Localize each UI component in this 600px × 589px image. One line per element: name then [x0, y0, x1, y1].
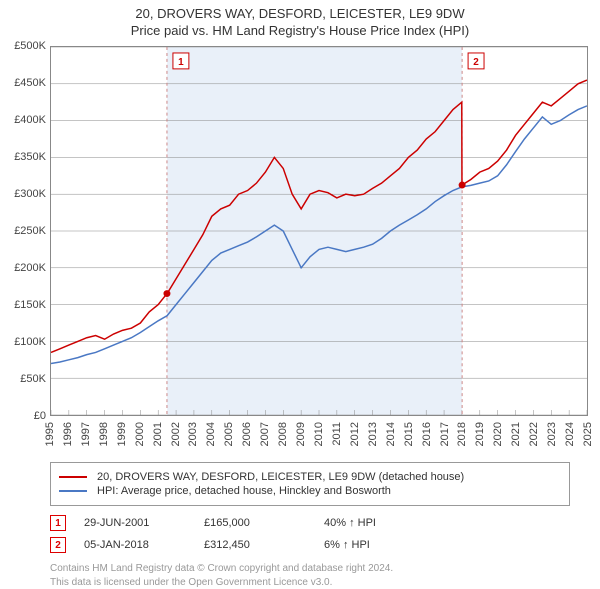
- legend-label: HPI: Average price, detached house, Hinc…: [97, 485, 391, 497]
- x-tick-label: 2014: [385, 422, 397, 446]
- y-tick-label: £250K: [14, 225, 46, 237]
- footer-line-2: This data is licensed under the Open Gov…: [50, 576, 570, 589]
- y-tick-label: £300K: [14, 188, 46, 200]
- x-tick-label: 2017: [439, 422, 451, 446]
- sale-marker-badge: 2: [50, 537, 66, 553]
- y-axis-labels: £0£50K£100K£150K£200K£250K£300K£350K£400…: [0, 46, 46, 416]
- x-tick-label: 2018: [456, 422, 468, 446]
- sales-table: 1 29-JUN-2001£165,00040% ↑ HPI 2 05-JAN-201…: [50, 512, 570, 556]
- footer: Contains HM Land Registry data © Crown c…: [50, 562, 570, 589]
- plot-svg: 12: [51, 47, 587, 415]
- y-tick-label: £500K: [14, 40, 46, 52]
- y-tick-label: £450K: [14, 77, 46, 89]
- x-tick-label: 2008: [277, 422, 289, 446]
- x-tick-label: 1996: [62, 422, 74, 446]
- y-tick-label: £50K: [20, 373, 46, 385]
- title-line-1: 20, DROVERS WAY, DESFORD, LEICESTER, LE9…: [0, 6, 600, 21]
- footer-line-1: Contains HM Land Registry data © Crown c…: [50, 562, 570, 576]
- x-tick-label: 2023: [546, 422, 558, 446]
- sale-row: 1 29-JUN-2001£165,00040% ↑ HPI: [50, 512, 570, 534]
- legend-label: 20, DROVERS WAY, DESFORD, LEICESTER, LE9…: [97, 471, 464, 483]
- chart-area: £0£50K£100K£150K£200K£250K£300K£350K£400…: [50, 46, 588, 416]
- legend-swatch: [59, 476, 87, 478]
- x-tick-label: 2010: [313, 422, 325, 446]
- sale-change: 40% ↑ HPI: [324, 517, 570, 529]
- svg-text:1: 1: [178, 57, 184, 68]
- plot-region: 12: [50, 46, 588, 416]
- sale-price: £312,450: [204, 539, 324, 551]
- x-tick-label: 2013: [367, 422, 379, 446]
- sale-change: 6% ↑ HPI: [324, 539, 570, 551]
- x-tick-label: 2024: [564, 422, 576, 446]
- x-tick-label: 1995: [44, 422, 56, 446]
- x-tick-label: 2005: [223, 422, 235, 446]
- x-tick-label: 1998: [98, 422, 110, 446]
- title-line-2: Price paid vs. HM Land Registry's House …: [0, 23, 600, 38]
- x-tick-label: 2006: [241, 422, 253, 446]
- y-tick-label: £400K: [14, 114, 46, 126]
- legend-swatch: [59, 490, 87, 492]
- y-tick-label: £100K: [14, 336, 46, 348]
- x-tick-label: 2007: [259, 422, 271, 446]
- x-tick-label: 2025: [582, 422, 594, 446]
- x-tick-label: 2001: [152, 422, 164, 446]
- x-tick-label: 2004: [205, 422, 217, 446]
- x-tick-label: 2011: [331, 422, 343, 446]
- x-tick-label: 2015: [403, 422, 415, 446]
- x-tick-label: 1999: [116, 422, 128, 446]
- y-tick-label: £150K: [14, 299, 46, 311]
- svg-text:2: 2: [473, 57, 479, 68]
- x-tick-label: 2012: [349, 422, 361, 446]
- x-tick-label: 1997: [80, 422, 92, 446]
- x-tick-label: 2002: [170, 422, 182, 446]
- y-tick-label: £0: [34, 410, 46, 422]
- sale-price: £165,000: [204, 517, 324, 529]
- sale-date: 05-JAN-2018: [84, 539, 204, 551]
- legend: 20, DROVERS WAY, DESFORD, LEICESTER, LE9…: [50, 462, 570, 506]
- x-tick-label: 2020: [492, 422, 504, 446]
- x-tick-label: 2009: [295, 422, 307, 446]
- y-tick-label: £200K: [14, 262, 46, 274]
- x-tick-label: 2021: [510, 422, 522, 446]
- sale-row: 2 05-JAN-2018£312,4506% ↑ HPI: [50, 534, 570, 556]
- x-tick-label: 2000: [134, 422, 146, 446]
- x-tick-label: 2003: [187, 422, 199, 446]
- legend-item: 20, DROVERS WAY, DESFORD, LEICESTER, LE9…: [59, 471, 561, 483]
- sale-date: 29-JUN-2001: [84, 517, 204, 529]
- x-tick-label: 2022: [528, 422, 540, 446]
- sale-marker-badge: 1: [50, 515, 66, 531]
- x-tick-label: 2016: [421, 422, 433, 446]
- x-tick-label: 2019: [474, 422, 486, 446]
- chart-titles: 20, DROVERS WAY, DESFORD, LEICESTER, LE9…: [0, 0, 600, 42]
- y-tick-label: £350K: [14, 151, 46, 163]
- legend-item: HPI: Average price, detached house, Hinc…: [59, 485, 561, 497]
